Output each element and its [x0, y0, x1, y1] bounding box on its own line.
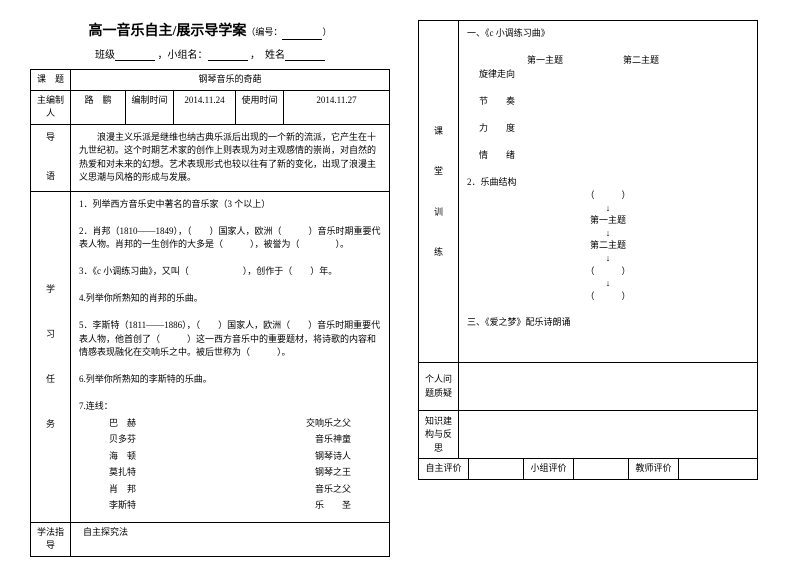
teacher-eval-cell[interactable] — [679, 459, 758, 480]
training-table: 课 堂 训 练 一、《c 小调练习曲》 第一主题 第二主题 旋律走向 节 奏 力… — [418, 20, 758, 459]
struct-mid: （ ） — [467, 265, 749, 278]
intro-label: 导语 — [31, 124, 71, 191]
reflection-cell[interactable] — [459, 411, 758, 459]
group-eval-label: 小组评价 — [524, 459, 574, 480]
self-eval-label: 自主评价 — [419, 459, 469, 480]
match-l: 肖 邦 — [109, 483, 136, 497]
match-r: 音乐神童 — [315, 433, 351, 447]
list-item: 莫扎特 钢琴之王 — [79, 466, 381, 480]
train-h2: 2．乐曲结构 — [467, 176, 749, 190]
list-item: 巴 赫 交响乐之父 — [79, 417, 381, 431]
teacher-eval-label: 教师评价 — [629, 459, 679, 480]
method-label: 学法指导 — [31, 522, 71, 556]
name-blank[interactable] — [285, 50, 325, 61]
group-blank[interactable] — [208, 50, 248, 61]
task-l1: 学 — [46, 284, 55, 294]
q1: 1．列举西方音乐史中著名的音乐家（3 个以上） — [79, 198, 381, 212]
page-title: 高一音乐自主/展示导学案（编号： ） — [30, 20, 390, 40]
task-l2: 习 — [46, 329, 55, 339]
match-l: 贝多芬 — [109, 433, 136, 447]
table-row: 自主评价 小组评价 教师评价 — [419, 459, 758, 480]
tasks-label: 学 习 任 务 — [31, 191, 71, 522]
method-value: 自主探究法 — [71, 522, 390, 556]
table-row: 学法指导 自主探究法 — [31, 522, 390, 556]
theme1: 第一主题 — [527, 54, 563, 68]
table-row: 个人问题质疑 — [419, 363, 758, 411]
subtitle-row: 班级 ，小组名： ， 姓名 — [30, 46, 390, 61]
title-end: ） — [322, 27, 331, 37]
questions-label: 个人问题质疑 — [419, 363, 459, 411]
tasks-content: 1．列举西方音乐史中著名的音乐家（3 个以上） 2．肖邦（1810——1849）… — [71, 191, 390, 522]
struct-t2: 第二主题 — [467, 239, 749, 252]
training-label: 课 堂 训 练 — [419, 21, 459, 363]
match-l: 莫扎特 — [109, 466, 136, 480]
class-label: 班级 — [95, 50, 115, 61]
struct-t1: 第一主题 — [467, 214, 749, 227]
reflection-label: 知识建构与反思 — [419, 411, 459, 459]
list-item: 李斯特 乐 圣 — [79, 499, 381, 513]
table-row: 学 习 任 务 1．列举西方音乐史中著名的音乐家（3 个以上） 2．肖邦（181… — [31, 191, 390, 522]
task-l4: 务 — [46, 419, 55, 429]
match-l: 海 顿 — [109, 450, 136, 464]
left-page: 高一音乐自主/展示导学案（编号： ） 班级 ，小组名： ， 姓名 课 题钢琴音乐的… — [30, 20, 390, 545]
struct-top: （ ） — [467, 189, 749, 202]
right-page: 课 堂 训 练 一、《c 小调练习曲》 第一主题 第二主题 旋律走向 节 奏 力… — [418, 20, 758, 545]
name-label: ， 姓名 — [250, 50, 285, 61]
self-eval-cell[interactable] — [469, 459, 524, 480]
train-l2: 堂 — [434, 166, 443, 176]
row1: 旋律走向 — [467, 68, 749, 82]
struct-bot: （ ） — [467, 290, 749, 303]
q6: 6.列举你所熟知的李斯特的乐曲。 — [79, 373, 381, 387]
title-blank[interactable] — [282, 29, 322, 40]
q4: 4.列举你所熟知的肖邦的乐曲。 — [79, 292, 381, 306]
questions-cell[interactable] — [459, 363, 758, 411]
q3: 3．《c 小调练习曲》，又叫（ ），创作于（ ）年。 — [79, 265, 381, 279]
eval-table: 自主评价 小组评价 教师评价 — [418, 458, 758, 480]
q7: 7.连线： — [79, 400, 381, 414]
content-table: 导语 浪漫主义乐派是继维也纳古典乐派后出现的一个新的流派，它产生在十九世纪初。这… — [30, 124, 390, 557]
arrow-down-icon: ↓ — [467, 202, 749, 215]
intro-text: 浪漫主义乐派是继维也纳古典乐派后出现的一个新的流派，它产生在十九世纪初。这个时期… — [71, 124, 390, 191]
match-r: 钢琴诗人 — [315, 450, 351, 464]
match-r: 交响乐之父 — [306, 417, 351, 431]
train-h1: 一、《c 小调练习曲》 — [467, 27, 749, 41]
arrow-down-icon: ↓ — [467, 227, 749, 240]
train-l1: 课 — [434, 126, 443, 136]
task-l3: 任 — [46, 374, 55, 384]
list-item: 贝多芬 音乐神童 — [79, 433, 381, 447]
train-l4: 练 — [434, 247, 443, 257]
title-suffix: （编号： — [246, 27, 282, 37]
match-l: 巴 赫 — [109, 417, 136, 431]
class-blank[interactable] — [115, 50, 155, 61]
list-item: 肖 邦 音乐之父 — [79, 483, 381, 497]
row4: 情 绪 — [467, 149, 749, 163]
row2: 节 奏 — [467, 95, 749, 109]
main-table: 课 题钢琴音乐的奇葩 主编制人路 鹏编制时间2014.11.24使用时间2014… — [30, 69, 390, 125]
arrow-down-icon: ↓ — [467, 252, 749, 265]
q5: 5．李斯特（1811——1886），（ ）国家人，欧洲（ ）音乐时期重要代表人物… — [79, 319, 381, 360]
structure-diagram: （ ） ↓ 第一主题 ↓ 第二主题 ↓ （ ） ↓ （ ） — [467, 189, 749, 302]
theme2: 第二主题 — [623, 54, 659, 68]
match-r: 乐 圣 — [315, 499, 351, 513]
match-r: 钢琴之王 — [315, 466, 351, 480]
list-item: 海 顿 钢琴诗人 — [79, 450, 381, 464]
train-l3: 训 — [434, 207, 443, 217]
row3: 力 度 — [467, 122, 749, 136]
title-main: 高一音乐自主/展示导学案 — [89, 24, 247, 39]
arrow-down-icon: ↓ — [467, 277, 749, 290]
train-h3: 三、《爱之梦》配乐诗朗诵 — [467, 316, 749, 330]
match-r: 音乐之父 — [315, 483, 351, 497]
group-eval-cell[interactable] — [574, 459, 629, 480]
group-label: ，小组名： — [158, 50, 208, 61]
training-content: 一、《c 小调练习曲》 第一主题 第二主题 旋律走向 节 奏 力 度 情 绪 2… — [459, 21, 758, 363]
table-row: 课 堂 训 练 一、《c 小调练习曲》 第一主题 第二主题 旋律走向 节 奏 力… — [419, 21, 758, 363]
q2: 2．肖邦（1810——1849），（ ）国家人，欧洲（ ）音乐时期重要代表人物。… — [79, 225, 381, 252]
table-row: 导语 浪漫主义乐派是继维也纳古典乐派后出现的一个新的流派，它产生在十九世纪初。这… — [31, 124, 390, 191]
match-l: 李斯特 — [109, 499, 136, 513]
table-row: 知识建构与反思 — [419, 411, 758, 459]
